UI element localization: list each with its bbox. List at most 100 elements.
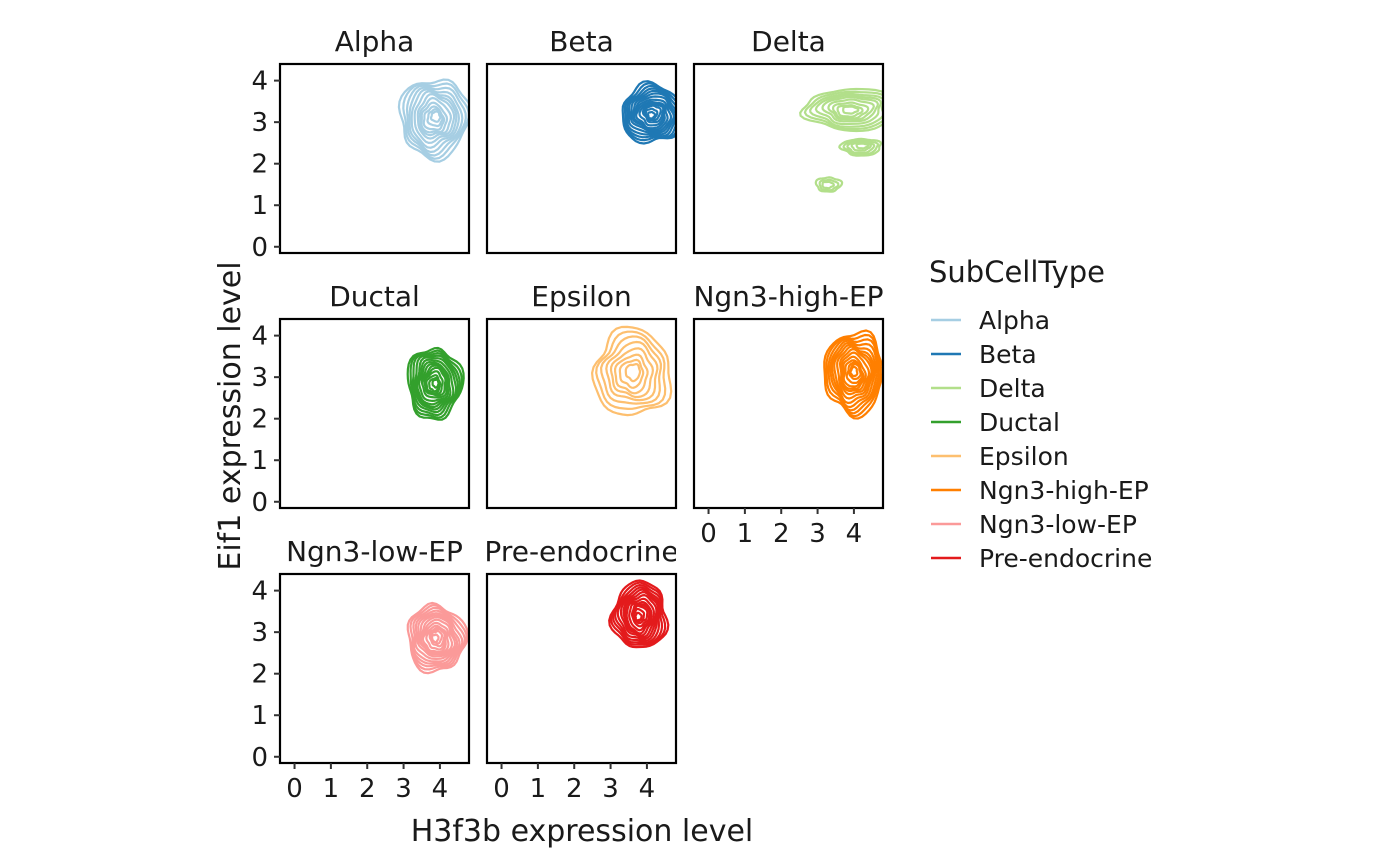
contour-line — [832, 101, 870, 120]
x-tick-label: 1 — [323, 774, 340, 804]
contour-line — [838, 348, 873, 396]
contour-line — [630, 603, 651, 628]
panel-border — [692, 62, 885, 255]
contour-line — [619, 591, 660, 640]
contour-line — [600, 335, 662, 405]
contour-line — [418, 96, 452, 137]
y-tick-label: 3 — [251, 363, 268, 393]
legend-title: SubCellType — [929, 255, 1105, 289]
contour-group — [621, 80, 676, 145]
contour-line — [629, 92, 675, 134]
y-tick-label: 4 — [251, 577, 268, 607]
contour-line — [644, 107, 659, 121]
contour-line — [628, 602, 652, 632]
contour-line — [412, 354, 460, 414]
x-tick-label: 4 — [846, 519, 863, 549]
contour-line — [814, 176, 844, 193]
panel-pre-endocrine: Pre-endocrine 0 1 2 3 4 — [485, 535, 678, 804]
contour-line — [624, 597, 655, 637]
contour-line — [409, 604, 468, 671]
contour-line — [409, 349, 463, 419]
contour-line — [415, 361, 452, 406]
contour-line — [842, 105, 860, 115]
legend-item-ngn3-high-ep: Ngn3-high-EP — [931, 476, 1149, 505]
contour-group — [799, 87, 883, 193]
x-tick-label: 3 — [809, 519, 826, 549]
contour-line — [622, 594, 658, 638]
y-tick-label: 3 — [251, 108, 268, 138]
x-tick-label: 4 — [432, 774, 449, 804]
contour-line — [627, 89, 676, 136]
legend-label: Alpha — [979, 306, 1050, 335]
y-tick-label: 2 — [251, 660, 268, 690]
x-tick-label: 2 — [359, 774, 376, 804]
contour-line — [420, 364, 449, 399]
x-tick-label: 2 — [773, 519, 790, 549]
contour-line — [416, 93, 456, 140]
panel-delta: Delta — [692, 25, 885, 255]
contour-line — [821, 180, 835, 190]
contour-line — [849, 365, 859, 378]
panel-border — [278, 317, 471, 510]
y-tick-label: 0 — [251, 743, 268, 773]
facet-strip-label: Ngn3-low-EP — [286, 535, 463, 568]
contour-line — [634, 611, 643, 622]
legend-item-pre-endocrine: Pre-endocrine — [931, 544, 1152, 573]
contour-line — [618, 358, 645, 389]
contour-line — [426, 108, 444, 128]
facet-strip-label: Ngn3-high-EP — [693, 280, 883, 313]
contour-line — [405, 84, 467, 157]
y-tick-label: 4 — [251, 322, 268, 352]
legend-label: Pre-endocrine — [979, 544, 1152, 573]
legend-label: Delta — [979, 374, 1046, 403]
facet-strip-label: Delta — [751, 25, 826, 58]
contour-line — [624, 363, 642, 383]
contour-line — [855, 142, 870, 150]
contour-line — [420, 101, 449, 134]
contour-group — [406, 601, 469, 675]
legend-label: Ngn3-low-EP — [979, 510, 1137, 539]
contour-line — [402, 82, 469, 160]
x-tick-label: 1 — [530, 774, 547, 804]
legend-item-ductal: Ductal — [931, 408, 1060, 437]
contour-line — [821, 95, 879, 123]
contour-line — [841, 355, 867, 390]
contour-line — [838, 137, 882, 157]
contour-line — [418, 618, 454, 656]
y-tick-label: 4 — [251, 67, 268, 97]
contour-line — [609, 347, 654, 399]
x-tick-label: 2 — [566, 774, 583, 804]
y-tick-label: 1 — [251, 191, 268, 221]
contour-line — [614, 353, 649, 395]
contour-group — [591, 325, 673, 417]
y-tick-label: 3 — [251, 618, 268, 648]
contour-line — [809, 92, 883, 128]
panel-border — [485, 62, 678, 255]
contour-group — [397, 78, 469, 163]
legend-label: Beta — [979, 340, 1037, 369]
y-tick-label: 0 — [251, 233, 268, 263]
facet-strip-label: Beta — [549, 25, 614, 58]
contour-line — [625, 601, 653, 635]
panel-border — [278, 62, 471, 255]
contour-line — [825, 333, 882, 418]
contour-line — [605, 340, 659, 402]
contour-line — [799, 87, 883, 133]
x-tick-label: 0 — [493, 774, 510, 804]
contour-group — [406, 346, 465, 421]
contour-line — [406, 601, 469, 675]
x-tick-label: 3 — [602, 774, 619, 804]
contour-line — [425, 374, 442, 395]
panel-ductal: Ductal 0 1 2 3 4 — [251, 280, 471, 518]
y-tick-label: 2 — [251, 405, 268, 435]
contour-line — [827, 338, 880, 415]
contour-group — [608, 579, 670, 649]
contour-line — [632, 98, 669, 132]
contour-line — [635, 100, 666, 130]
x-axis-title: H3f3b expression level — [411, 814, 754, 849]
legend-item-ngn3-low-ep: Ngn3-low-EP — [931, 510, 1137, 539]
panel-border — [485, 317, 678, 510]
legend-label: Ductal — [979, 408, 1060, 437]
